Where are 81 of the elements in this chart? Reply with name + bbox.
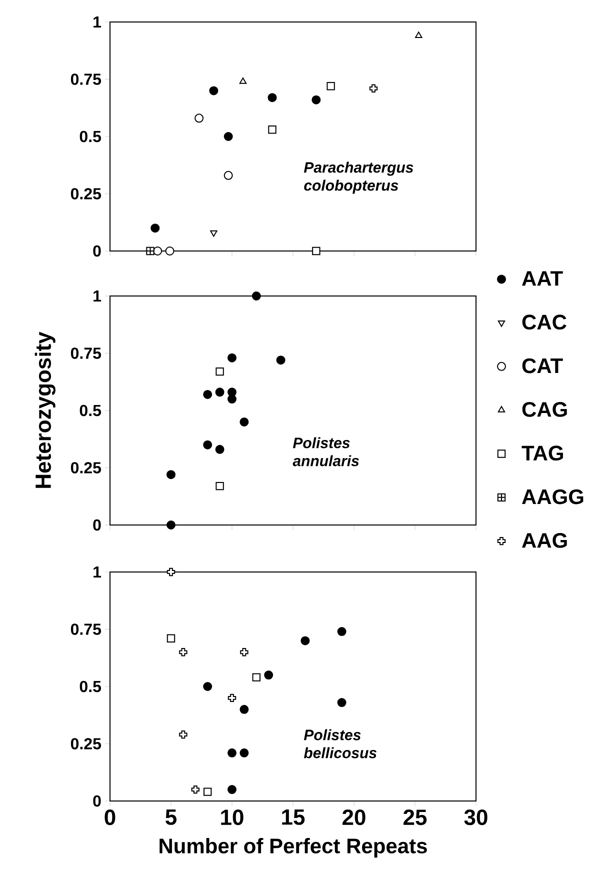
- point: [337, 698, 346, 708]
- legend-label: TAG: [522, 446, 563, 461]
- legend-label: AAG: [522, 532, 567, 548]
- point: [166, 568, 176, 576]
- y-tick-label: 0.5: [80, 130, 102, 142]
- y-tick-label: 0.75: [70, 624, 102, 635]
- point: [165, 246, 174, 256]
- point: [276, 356, 286, 365]
- point: [210, 230, 218, 237]
- point: [240, 748, 249, 758]
- point: [268, 126, 276, 134]
- point: [203, 682, 212, 691]
- y-tick-label: 0.25: [70, 188, 102, 200]
- point: [240, 648, 248, 656]
- x-tick-label: 0: [104, 810, 116, 826]
- point: [240, 417, 249, 426]
- point: [264, 670, 274, 680]
- point: [224, 170, 233, 180]
- x-tick-label: 15: [282, 810, 305, 825]
- point: [194, 114, 204, 123]
- point: [240, 704, 249, 714]
- annotation: Polistes annularis: [292, 437, 359, 466]
- legend-label: AAT: [522, 271, 563, 286]
- y-tick-label: 1: [94, 290, 102, 302]
- point: [166, 470, 176, 480]
- point: [224, 132, 233, 141]
- legend-label: CAT: [522, 358, 563, 374]
- y-tick-label: 0: [93, 519, 101, 531]
- y-tick-label: 0: [93, 245, 101, 257]
- point: [369, 84, 378, 93]
- y-tick-label: 0.25: [70, 462, 102, 474]
- legend-label: AAGG: [522, 489, 584, 504]
- y-tick-label: 0.75: [70, 348, 102, 359]
- point: [203, 440, 212, 450]
- point: [216, 482, 224, 490]
- point: [203, 788, 212, 796]
- point: [227, 353, 236, 362]
- x-tick-label: 10: [221, 810, 244, 826]
- x-tick-label: 5: [166, 810, 176, 825]
- point: [337, 627, 346, 636]
- point: [227, 394, 236, 404]
- x-tick-label: 30: [464, 810, 488, 826]
- point: [166, 634, 176, 643]
- x-tick-label: 25: [404, 810, 427, 826]
- point: [215, 444, 224, 454]
- point: [203, 390, 212, 399]
- y-tick-label: 1: [94, 566, 102, 578]
- annotation: Polistes bellicosus: [304, 729, 377, 758]
- point: [179, 730, 188, 739]
- y-tick-label: 0: [93, 795, 101, 807]
- point: [191, 785, 200, 794]
- legend-label: CAC: [522, 314, 566, 330]
- point: [312, 246, 320, 256]
- x-axis-title: Number of Perfect Repeats: [160, 838, 427, 858]
- point: [228, 694, 236, 702]
- point: [252, 673, 260, 682]
- y-tick-label: 0.5: [80, 404, 102, 416]
- point: [215, 388, 224, 397]
- point: [166, 520, 176, 530]
- point: [153, 246, 162, 256]
- point: [312, 95, 321, 104]
- point: [209, 86, 218, 96]
- point: [252, 291, 261, 300]
- point: [300, 636, 310, 646]
- point: [179, 648, 188, 656]
- y-axis-title: Heterozygosity: [34, 332, 56, 488]
- point: [268, 93, 277, 102]
- point: [227, 785, 236, 794]
- point: [227, 748, 236, 758]
- y-tick-label: 0.5: [80, 680, 102, 692]
- point: [415, 32, 422, 38]
- y-tick-label: 0.75: [70, 74, 102, 85]
- x-tick-label: 20: [342, 810, 366, 826]
- legend-label: CAG: [522, 402, 567, 417]
- annotation: Parachartergus colobopterus: [304, 162, 414, 194]
- y-tick-label: 1: [94, 16, 102, 28]
- point: [216, 367, 224, 376]
- point: [150, 224, 160, 233]
- point: [239, 77, 247, 84]
- point: [326, 82, 335, 90]
- y-tick-label: 0.25: [70, 738, 102, 750]
